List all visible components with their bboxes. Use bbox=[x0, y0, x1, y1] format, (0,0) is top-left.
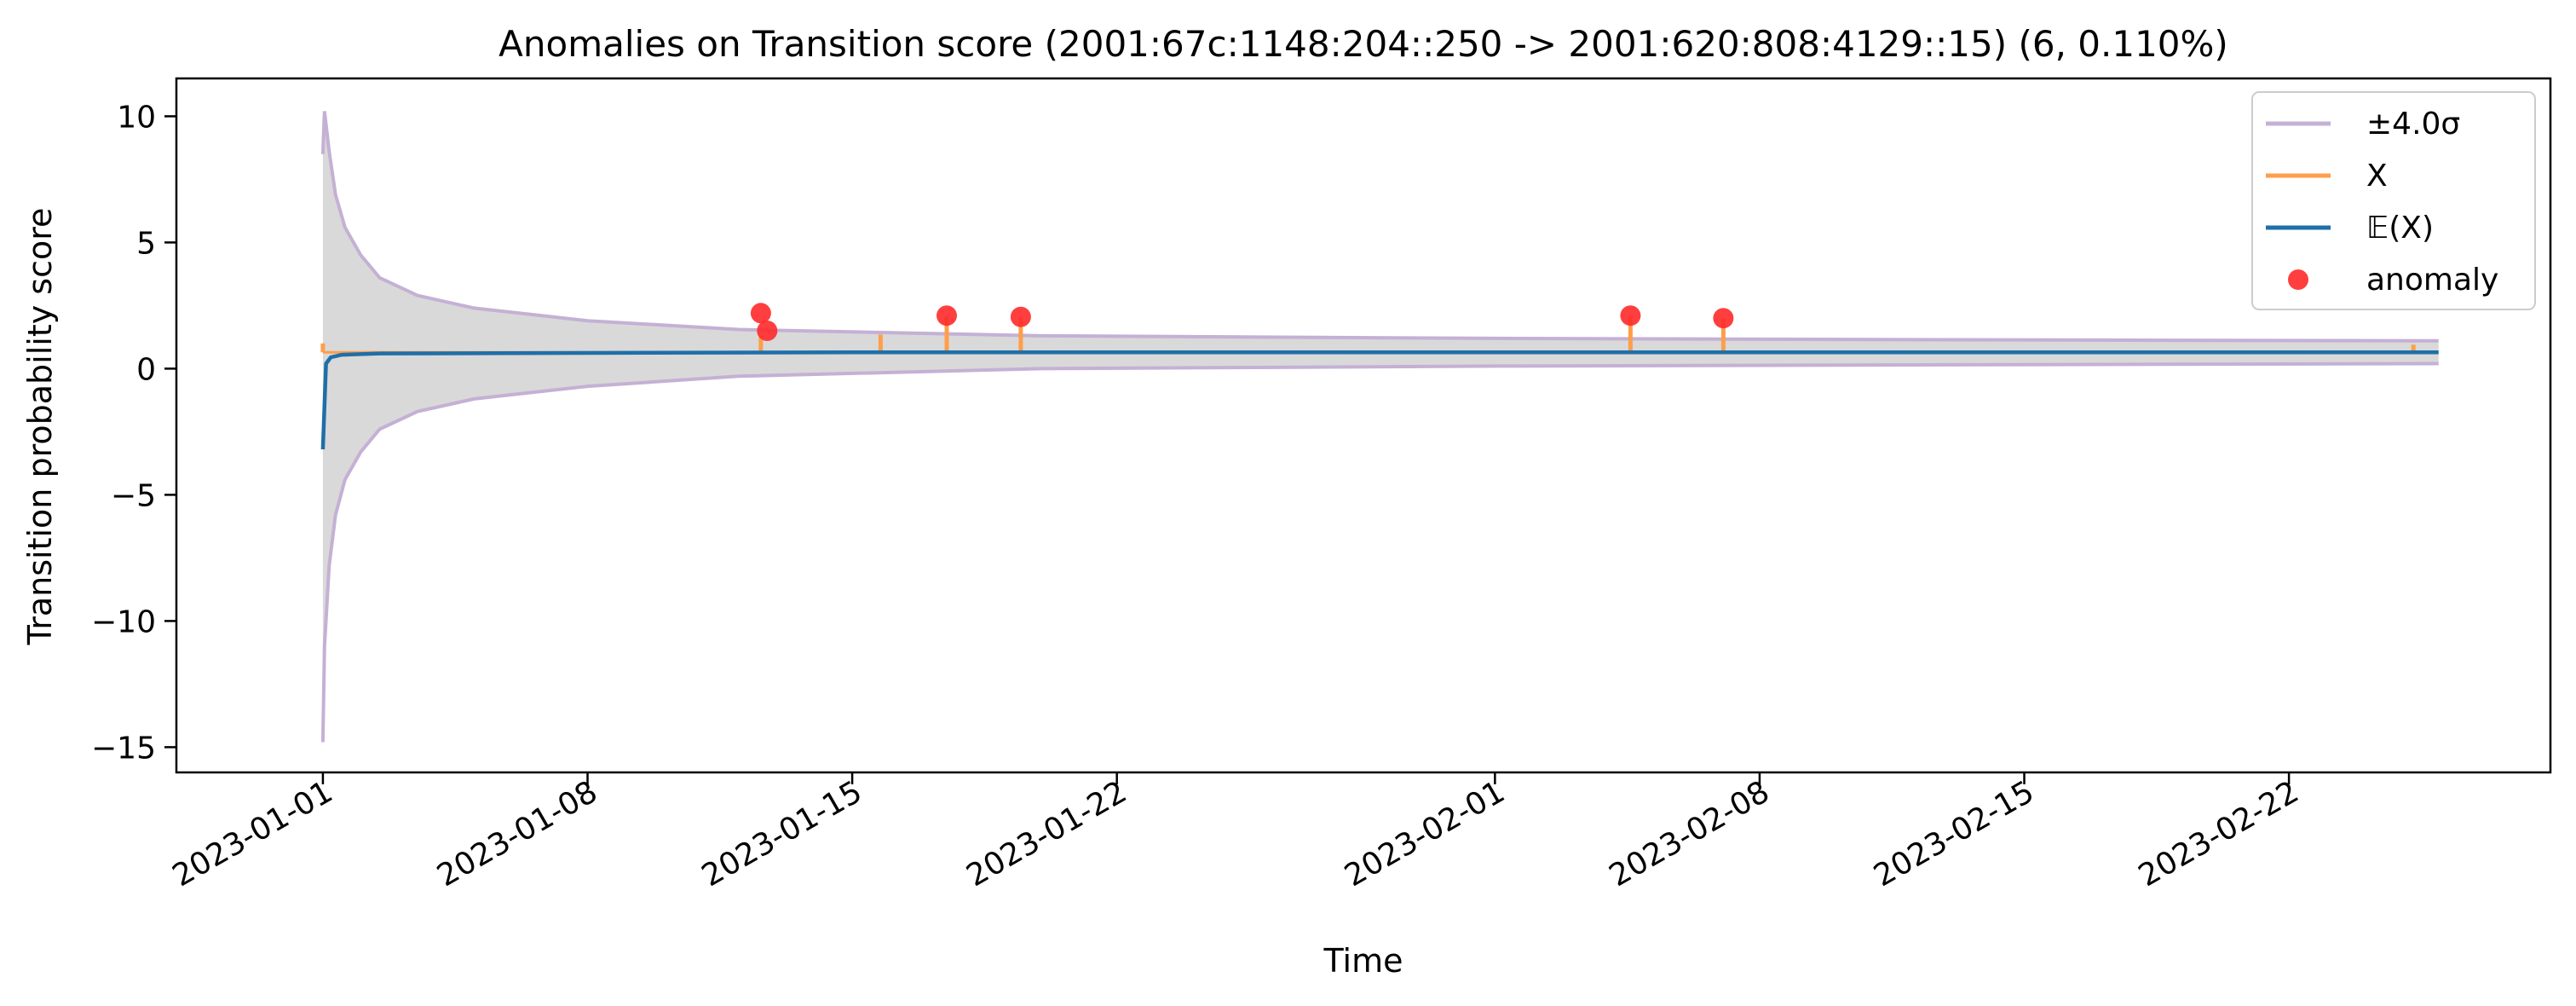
y-tick-label: −5 bbox=[111, 478, 156, 513]
legend-swatch-anomaly bbox=[2288, 269, 2308, 290]
anomaly-point bbox=[1713, 308, 1734, 329]
anomaly-point bbox=[1010, 306, 1031, 327]
plot-frame bbox=[175, 77, 2552, 774]
expected-x-line bbox=[320, 350, 2439, 450]
legend-label-sigma: ±4.0σ bbox=[2366, 107, 2460, 142]
anomaly-markers bbox=[750, 303, 1734, 341]
legend-box bbox=[2251, 91, 2536, 310]
legend-label-expected-x: 𝔼(X) bbox=[2366, 211, 2434, 246]
anomaly-point bbox=[750, 303, 771, 324]
upper-sigma-line bbox=[320, 111, 2439, 343]
y-axis: 10 5 0 −5 −10 −15 bbox=[91, 100, 176, 766]
legend-label-x: X bbox=[2366, 159, 2388, 194]
lower-sigma-line bbox=[320, 361, 2439, 743]
x-axis-label: Time bbox=[1323, 942, 1403, 980]
y-tick-label: 10 bbox=[117, 100, 156, 135]
y-tick-label: 5 bbox=[136, 226, 156, 261]
y-tick-label: 0 bbox=[136, 352, 156, 387]
anomaly-point bbox=[757, 321, 778, 341]
y-tick-label: −10 bbox=[91, 604, 156, 639]
anomaly-point bbox=[1620, 305, 1641, 327]
chart-title: Anomalies on Transition score (2001:67c:… bbox=[498, 23, 2228, 65]
legend: ±4.0σ X 𝔼(X) anomaly bbox=[2251, 91, 2536, 310]
legend-label-anomaly: anomaly bbox=[2366, 263, 2498, 298]
y-axis-label: Transition probability score bbox=[21, 208, 59, 646]
anomaly-point bbox=[936, 305, 957, 327]
y-tick-label: −15 bbox=[91, 731, 156, 766]
